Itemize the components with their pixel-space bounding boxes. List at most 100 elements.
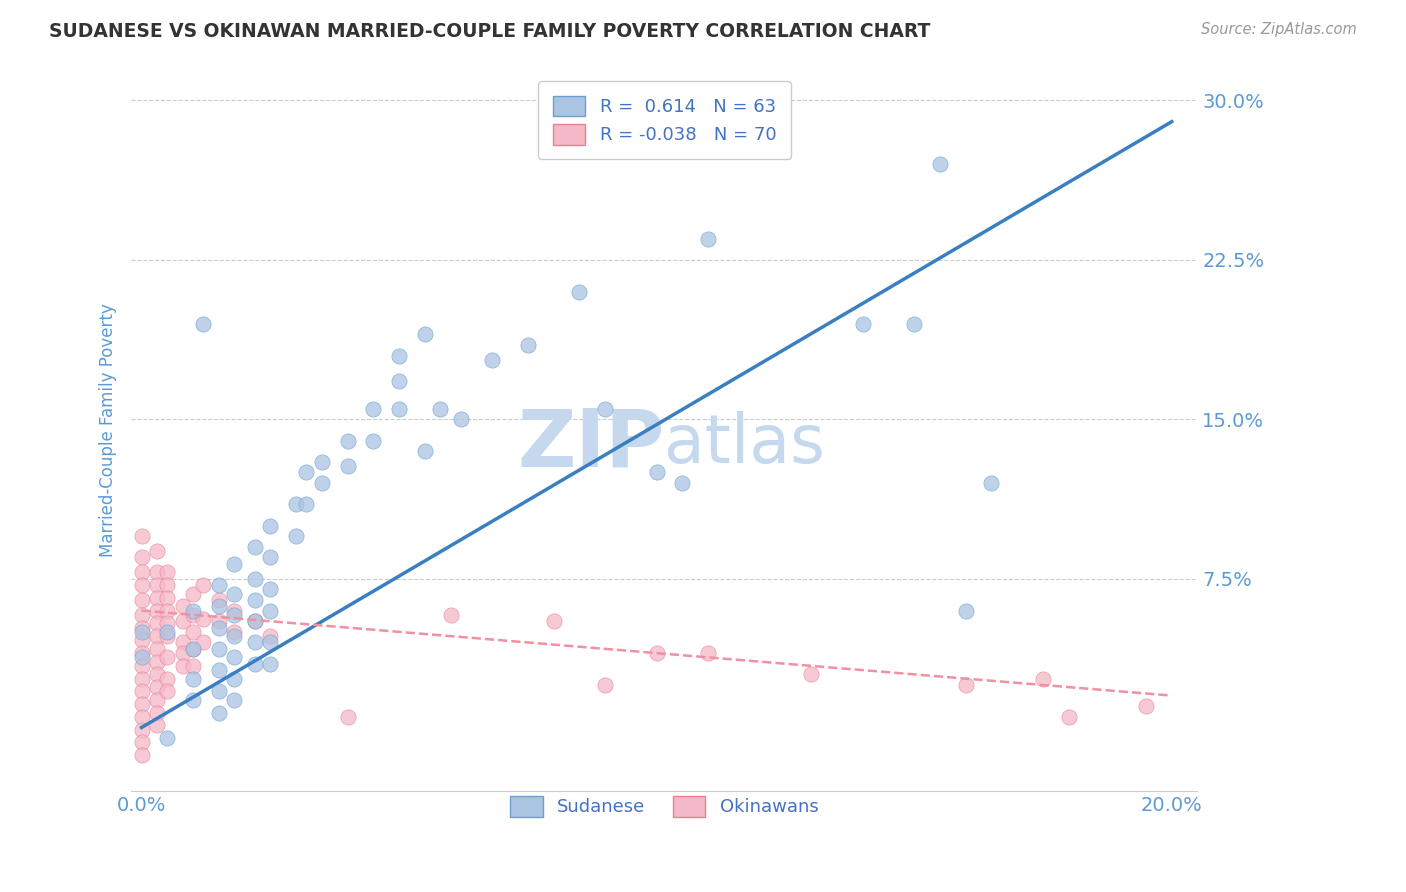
Point — [243, 614, 266, 628]
Point — [224, 672, 246, 686]
Point — [208, 578, 231, 592]
Point — [181, 641, 204, 656]
Point — [156, 624, 179, 639]
Point — [1057, 710, 1080, 724]
Point — [131, 723, 153, 737]
Point — [224, 607, 246, 622]
Point — [593, 401, 616, 416]
Point — [156, 731, 179, 746]
Point — [980, 476, 1002, 491]
Point — [295, 497, 318, 511]
Point — [156, 566, 179, 580]
Point — [156, 672, 179, 686]
Point — [131, 607, 153, 622]
Point — [903, 317, 925, 331]
Point — [181, 672, 204, 686]
Point — [208, 593, 231, 607]
Point — [955, 604, 977, 618]
Point — [295, 466, 318, 480]
Point — [131, 621, 153, 635]
Point — [131, 550, 153, 565]
Point — [181, 586, 204, 600]
Point — [172, 646, 194, 660]
Point — [131, 633, 153, 648]
Point — [131, 566, 153, 580]
Point — [181, 607, 204, 622]
Point — [224, 693, 246, 707]
Point — [852, 317, 875, 331]
Point — [156, 650, 179, 665]
Point — [181, 624, 204, 639]
Point — [224, 557, 246, 571]
Point — [172, 635, 194, 649]
Point — [146, 629, 169, 643]
Point — [697, 231, 720, 245]
Point — [208, 641, 231, 656]
Point — [955, 678, 977, 692]
Point — [131, 650, 153, 665]
Point — [413, 444, 436, 458]
Point — [172, 658, 194, 673]
Point — [172, 614, 194, 628]
Point — [800, 667, 823, 681]
Point — [413, 327, 436, 342]
Point — [224, 650, 246, 665]
Point — [208, 599, 231, 614]
Point — [543, 614, 565, 628]
Point — [1032, 672, 1054, 686]
Point — [156, 684, 179, 698]
Point — [671, 476, 693, 491]
Point — [243, 635, 266, 649]
Point — [146, 544, 169, 558]
Point — [208, 663, 231, 677]
Point — [388, 374, 411, 388]
Point — [224, 604, 246, 618]
Text: atlas: atlas — [665, 411, 825, 477]
Point — [259, 629, 281, 643]
Point — [146, 604, 169, 618]
Point — [243, 572, 266, 586]
Point — [131, 578, 153, 592]
Y-axis label: Married-Couple Family Poverty: Married-Couple Family Poverty — [100, 303, 117, 557]
Point — [131, 624, 153, 639]
Point — [131, 697, 153, 711]
Point — [131, 748, 153, 763]
Point — [193, 612, 215, 626]
Point — [208, 684, 231, 698]
Point — [259, 582, 281, 597]
Point — [243, 657, 266, 671]
Point — [131, 529, 153, 543]
Point — [146, 680, 169, 694]
Point — [243, 593, 266, 607]
Point — [336, 710, 359, 724]
Point — [259, 604, 281, 618]
Point — [1135, 699, 1157, 714]
Point — [146, 655, 169, 669]
Point — [156, 578, 179, 592]
Point — [645, 646, 668, 660]
Point — [146, 641, 169, 656]
Point — [259, 550, 281, 565]
Point — [146, 578, 169, 592]
Point — [243, 614, 266, 628]
Point — [181, 641, 204, 656]
Point — [311, 476, 333, 491]
Point — [131, 646, 153, 660]
Point — [429, 401, 451, 416]
Point — [481, 352, 503, 367]
Point — [208, 614, 231, 628]
Point — [181, 693, 204, 707]
Point — [259, 518, 281, 533]
Point — [131, 593, 153, 607]
Point — [439, 607, 461, 622]
Point — [131, 684, 153, 698]
Point — [208, 621, 231, 635]
Point — [156, 629, 179, 643]
Point — [243, 540, 266, 554]
Point — [146, 566, 169, 580]
Point — [285, 529, 308, 543]
Point — [181, 604, 204, 618]
Point — [336, 458, 359, 473]
Point — [156, 591, 179, 605]
Point — [516, 338, 538, 352]
